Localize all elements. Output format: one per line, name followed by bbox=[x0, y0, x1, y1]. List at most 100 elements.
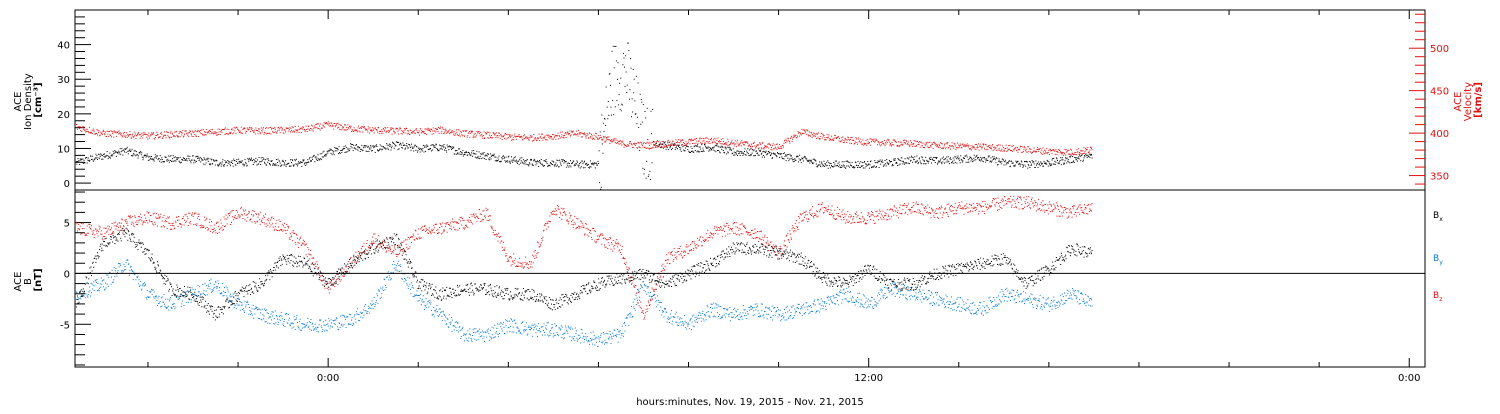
ion-density-point bbox=[755, 155, 756, 156]
by-point bbox=[645, 291, 646, 292]
ion-density-point bbox=[631, 68, 632, 69]
velocity-point bbox=[924, 147, 925, 148]
velocity-point bbox=[504, 138, 505, 139]
velocity-point bbox=[917, 141, 918, 142]
velocity-point bbox=[767, 146, 768, 147]
velocity-point bbox=[214, 131, 215, 132]
by-point bbox=[545, 335, 546, 336]
by-point bbox=[355, 319, 356, 320]
ion-density-point bbox=[1031, 165, 1032, 166]
velocity-point bbox=[696, 141, 697, 142]
ion-density-point bbox=[787, 158, 788, 159]
ion-density-point bbox=[849, 167, 850, 168]
velocity-point bbox=[191, 133, 192, 134]
velocity-point bbox=[882, 141, 883, 142]
by-point bbox=[445, 320, 446, 321]
by-point bbox=[275, 322, 276, 323]
by-point bbox=[304, 327, 305, 328]
velocity-point bbox=[878, 141, 879, 142]
ion-density-point bbox=[154, 161, 155, 162]
by-point bbox=[231, 302, 232, 303]
velocity-point bbox=[603, 136, 604, 137]
velocity-point bbox=[392, 134, 393, 135]
by-point bbox=[665, 309, 666, 310]
ion-density-point bbox=[641, 102, 642, 103]
velocity-point bbox=[509, 134, 510, 135]
ion-density-point bbox=[966, 155, 967, 156]
by-point bbox=[76, 292, 77, 293]
by-point bbox=[489, 336, 490, 337]
velocity-point bbox=[920, 147, 921, 148]
velocity-point bbox=[86, 131, 87, 132]
velocity-point bbox=[336, 124, 337, 125]
velocity-point bbox=[1012, 146, 1013, 147]
velocity-point bbox=[793, 137, 794, 138]
ion-density-point bbox=[760, 150, 761, 151]
by-point bbox=[162, 297, 163, 298]
velocity-point bbox=[729, 144, 730, 145]
by-point bbox=[459, 326, 460, 327]
velocity-point bbox=[976, 147, 977, 148]
velocity-point bbox=[342, 126, 343, 127]
ion-density-point bbox=[362, 150, 363, 151]
by-point bbox=[446, 323, 447, 324]
ion-density-point bbox=[196, 161, 197, 162]
by-point bbox=[561, 325, 562, 326]
by-point bbox=[242, 305, 243, 306]
by-point bbox=[574, 336, 575, 337]
by-point bbox=[506, 325, 507, 326]
by-point bbox=[595, 338, 596, 339]
by-point bbox=[585, 336, 586, 337]
velocity-point bbox=[680, 140, 681, 141]
ion-density-point bbox=[1046, 164, 1047, 165]
ion-density-point bbox=[808, 160, 809, 161]
ion-density-point bbox=[1055, 162, 1056, 163]
ion-density-point bbox=[719, 146, 720, 147]
by-point bbox=[587, 336, 588, 337]
ion-density-point bbox=[111, 155, 112, 156]
ion-density-point bbox=[1009, 160, 1010, 161]
ion-density-point bbox=[166, 160, 167, 161]
ion-density-point bbox=[726, 153, 727, 154]
ion-density-point bbox=[268, 158, 269, 159]
ion-density-point bbox=[1067, 161, 1068, 162]
ion-density-point bbox=[118, 151, 119, 152]
ion-density-point bbox=[172, 158, 173, 159]
ion-density-point bbox=[317, 160, 318, 161]
ion-density-point bbox=[1030, 162, 1031, 163]
ion-density-point bbox=[426, 145, 427, 146]
by-point bbox=[281, 315, 282, 316]
velocity-point bbox=[733, 143, 734, 144]
velocity-point bbox=[611, 141, 612, 142]
by-point bbox=[672, 324, 673, 325]
by-point bbox=[542, 335, 543, 336]
ion-density-point bbox=[207, 159, 208, 160]
velocity-point bbox=[79, 128, 80, 129]
ion-density-point bbox=[642, 122, 643, 123]
velocity-point bbox=[1069, 154, 1070, 155]
velocity-point bbox=[926, 143, 927, 144]
by-point bbox=[641, 286, 642, 287]
velocity-point bbox=[151, 132, 152, 133]
by-point bbox=[643, 281, 644, 282]
velocity-point bbox=[469, 137, 470, 138]
velocity-point bbox=[229, 132, 230, 133]
by-point bbox=[469, 334, 470, 335]
ion-density-point bbox=[784, 152, 785, 153]
ion-density-point bbox=[97, 159, 98, 160]
velocity-point bbox=[608, 137, 609, 138]
ion-density-point bbox=[942, 162, 943, 163]
by-point bbox=[408, 286, 409, 287]
velocity-point bbox=[348, 127, 349, 128]
ion-density-point bbox=[604, 131, 605, 132]
ion-density-point bbox=[805, 156, 806, 157]
ion-density-point bbox=[285, 164, 286, 165]
by-point bbox=[575, 333, 576, 334]
ion-density-point bbox=[471, 155, 472, 156]
ion-density-point bbox=[976, 156, 977, 157]
by-point bbox=[271, 314, 272, 315]
velocity-point bbox=[863, 145, 864, 146]
velocity-point bbox=[100, 132, 101, 133]
ion-density-point bbox=[1010, 166, 1011, 167]
ion-density-point bbox=[134, 154, 135, 155]
